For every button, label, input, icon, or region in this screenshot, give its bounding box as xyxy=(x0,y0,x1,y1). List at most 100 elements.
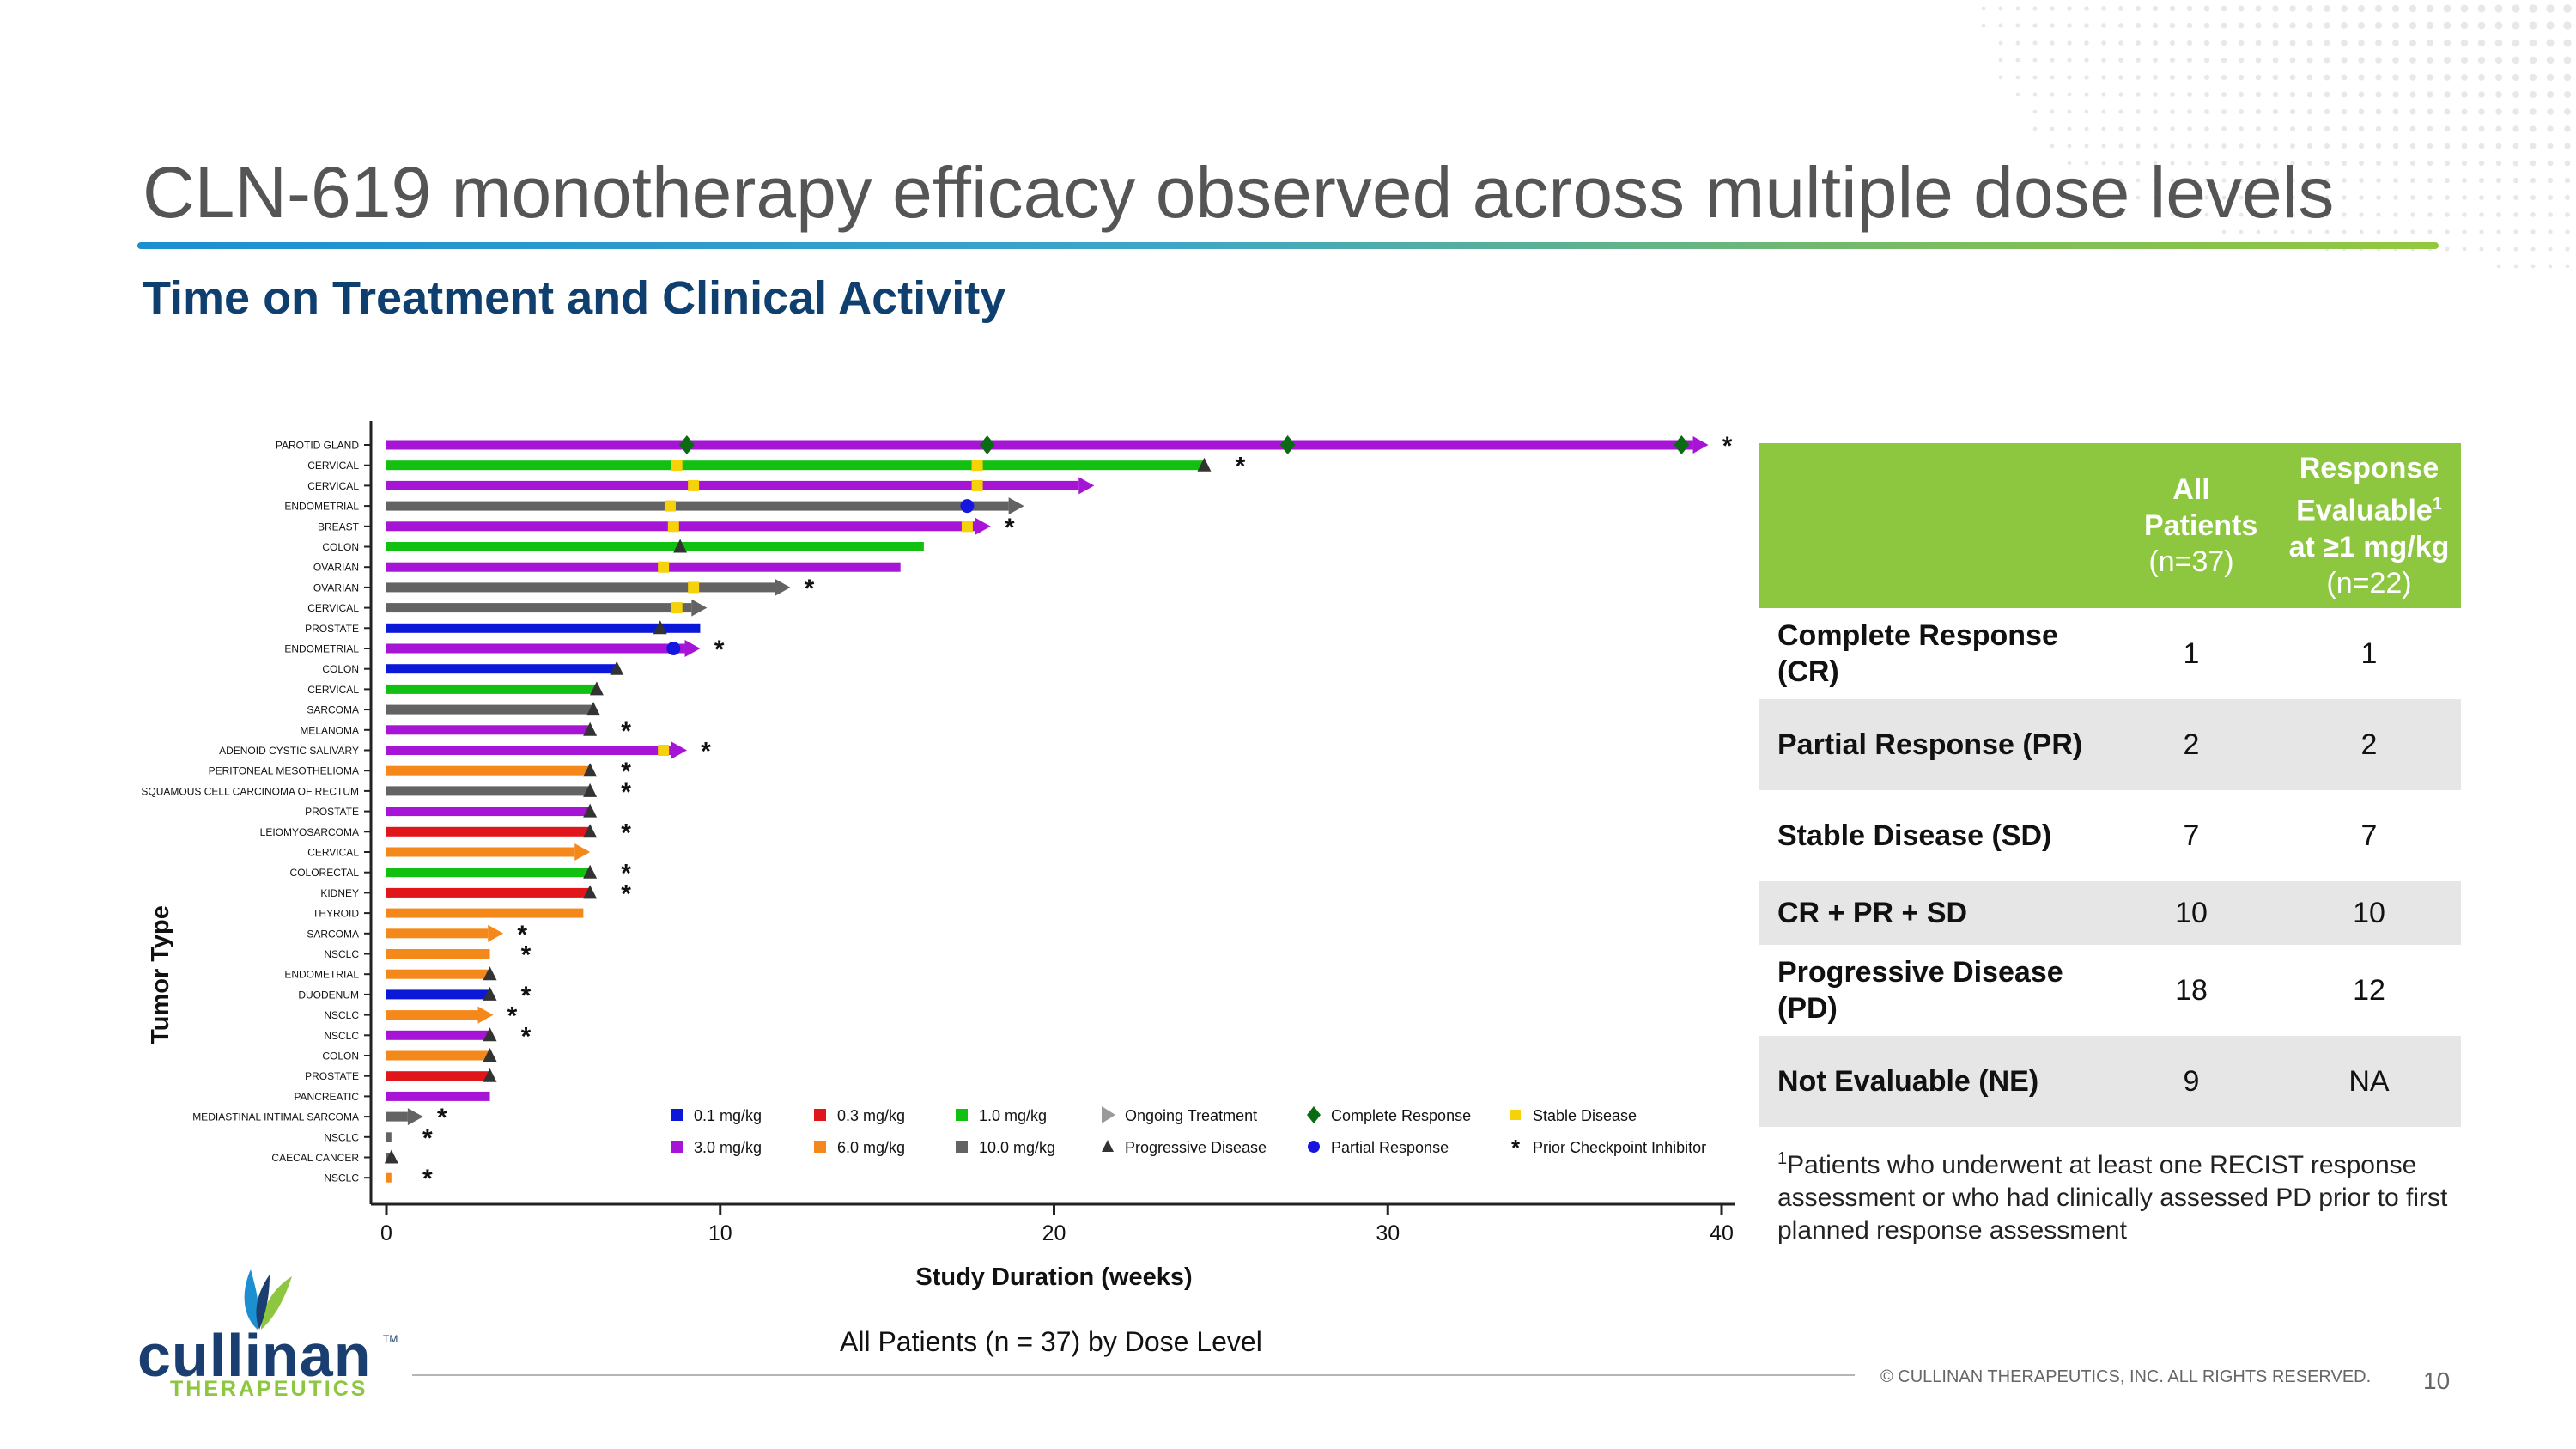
decor-dot xyxy=(2427,212,2433,217)
decor-dot xyxy=(2460,56,2469,64)
decor-dot xyxy=(2342,229,2347,234)
row-all-patients: 2 xyxy=(2105,699,2277,790)
decor-dot xyxy=(2478,177,2485,184)
footer-rule xyxy=(412,1374,1855,1376)
row-all-patients: 7 xyxy=(2183,819,2200,852)
progressive-disease-marker xyxy=(589,681,604,696)
partial-response-marker xyxy=(666,642,681,655)
decor-dot xyxy=(2462,247,2467,252)
tumor-type-label: THYROID xyxy=(313,908,359,920)
complete-response-marker xyxy=(1279,435,1296,454)
decor-dot xyxy=(2426,21,2434,30)
decor-dot xyxy=(2530,125,2537,132)
decor-dot xyxy=(2324,91,2330,98)
tumor-type-label: ENDOMETRIAL xyxy=(284,501,359,513)
decor-dot xyxy=(2460,39,2469,47)
progressive-disease-marker xyxy=(483,1068,497,1082)
decor-dot xyxy=(2427,57,2433,64)
progressive-disease-marker xyxy=(610,661,624,675)
legend-label: 1.0 mg/kg xyxy=(979,1107,1047,1124)
decor-dot xyxy=(2306,125,2313,132)
decor-dot xyxy=(2342,178,2347,183)
decor-dot xyxy=(2324,125,2330,132)
decor-dot xyxy=(2136,161,2141,166)
decor-dot xyxy=(2255,74,2262,81)
legend-ongoing-icon xyxy=(1102,1106,1115,1123)
progressive-disease-marker xyxy=(583,864,598,879)
decor-dot xyxy=(2513,212,2518,217)
decor-dot xyxy=(2136,126,2141,131)
stable-disease-marker xyxy=(688,581,700,594)
decor-dot xyxy=(2118,75,2123,80)
prior-checkpoint-inhibitor-marker: * xyxy=(701,738,711,766)
decor-dot xyxy=(2221,22,2227,29)
decor-dot xyxy=(2084,23,2089,28)
legend-cr-icon xyxy=(1307,1106,1321,1123)
decor-dot xyxy=(2443,21,2451,30)
legend-label: Partial Response xyxy=(1331,1139,1449,1156)
decor-dot xyxy=(2050,75,2055,80)
decor-dot xyxy=(2118,6,2123,11)
decor-dot xyxy=(2427,178,2433,183)
x-tick-label: 0 xyxy=(380,1221,392,1245)
decor-dot xyxy=(2341,5,2348,12)
decor-dot xyxy=(2187,92,2192,97)
decor-dot xyxy=(2462,212,2467,217)
cullinan-leaf-logo-icon xyxy=(244,1269,292,1330)
decor-dot xyxy=(2374,4,2383,13)
decor-dot xyxy=(2445,247,2450,252)
progressive-disease-marker xyxy=(483,986,497,1001)
decor-dot xyxy=(2203,40,2210,46)
decor-dot xyxy=(2067,92,2072,97)
decor-dot xyxy=(2496,212,2501,217)
decor-dot xyxy=(2342,195,2347,200)
legend-asterisk-icon: * xyxy=(1511,1135,1521,1160)
prior-checkpoint-inhibitor-marker: * xyxy=(521,982,532,1010)
decor-dot xyxy=(2186,22,2193,29)
decor-dot xyxy=(2324,74,2330,81)
decor-dot xyxy=(2221,178,2227,183)
prior-checkpoint-inhibitor-marker: * xyxy=(621,758,631,786)
decor-dot xyxy=(2529,56,2537,64)
decor-dot xyxy=(2496,247,2501,252)
tumor-type-label: NSCLC xyxy=(324,1172,359,1184)
table-row: Not Evaluable (NE) 9 NA xyxy=(1759,1036,2461,1127)
tumor-type-label: OVARIAN xyxy=(313,562,359,574)
complete-response-marker xyxy=(979,435,995,454)
decor-dot xyxy=(2307,195,2312,200)
response-table: All Patients (n=37) Response Evaluable1 … xyxy=(1759,443,2461,1127)
decor-dot xyxy=(2512,143,2519,149)
decor-dot xyxy=(2272,91,2279,98)
decor-dot xyxy=(2461,143,2468,149)
prior-checkpoint-inhibitor-marker: * xyxy=(621,819,631,847)
decor-dot xyxy=(2239,178,2244,183)
tumor-type-label: PROSTATE xyxy=(305,1070,359,1082)
legend-dose-swatch xyxy=(814,1109,826,1121)
decor-dot xyxy=(2479,229,2484,234)
decor-dot xyxy=(2392,108,2399,115)
header-eval-dose: at ≥1 mg/kg xyxy=(2288,530,2450,563)
tumor-type-label: SQUAMOUS CELL CARCINOMA OF RECTUM xyxy=(141,785,359,797)
decor-dot xyxy=(2239,229,2244,234)
stable-disease-marker xyxy=(658,745,670,756)
decor-dot xyxy=(2375,125,2382,132)
decor-dot xyxy=(2067,40,2072,46)
decor-dot xyxy=(2032,40,2038,46)
decor-dot xyxy=(2221,229,2227,234)
decor-dot xyxy=(2272,22,2279,29)
decor-dot xyxy=(2392,74,2399,81)
decor-dot xyxy=(2306,74,2313,81)
decor-dot xyxy=(2376,229,2381,234)
decor-dot xyxy=(2084,40,2089,46)
decor-dot xyxy=(2392,143,2399,149)
x-axis-label: Study Duration (weeks) xyxy=(915,1263,1192,1291)
decor-dot xyxy=(2513,247,2518,252)
treatment-duration-bar xyxy=(386,1010,478,1020)
decor-dot xyxy=(2307,212,2312,217)
decor-dot xyxy=(2084,75,2089,80)
decor-dot xyxy=(2289,22,2296,29)
prior-checkpoint-inhibitor-marker: * xyxy=(517,921,527,949)
decor-dot xyxy=(2358,91,2365,98)
treatment-duration-bar xyxy=(386,908,584,918)
decor-dot xyxy=(2015,40,2020,46)
